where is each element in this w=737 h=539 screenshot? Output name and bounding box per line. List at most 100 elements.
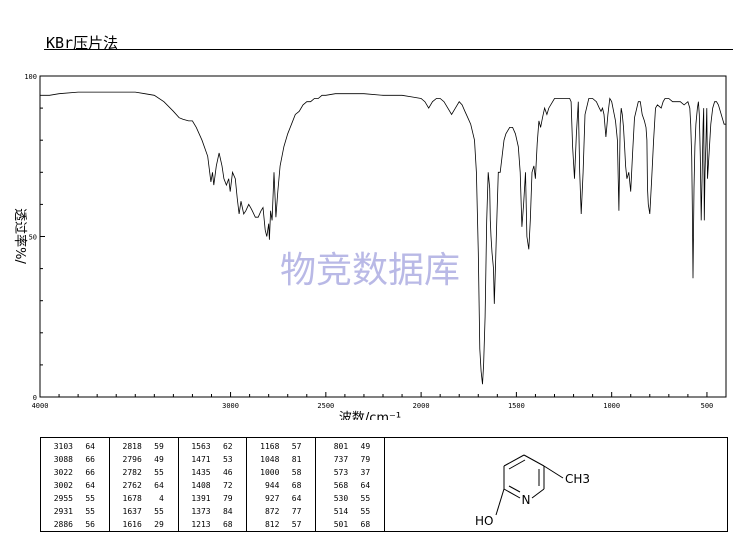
peak-row: 1563 62	[179, 440, 247, 453]
peak-transmittance: 68	[222, 520, 233, 529]
peak-wavenumber: 1000	[260, 468, 280, 477]
peak-row: 1048 81	[247, 453, 315, 466]
x-tick-label: 1000	[603, 402, 620, 410]
peak-transmittance: 55	[360, 507, 371, 516]
peak-row: 3103 64	[41, 440, 109, 453]
peak-row: 2886 56	[41, 518, 109, 531]
peak-wavenumber: 2818	[122, 442, 142, 451]
peak-transmittance: 46	[222, 468, 233, 477]
peak-transmittance: 64	[154, 481, 164, 490]
x-tick-label: 2500	[317, 402, 334, 410]
peak-row: 568 64	[316, 479, 384, 492]
y-tick-label: 100	[24, 73, 37, 81]
bond	[543, 465, 564, 479]
peak-wavenumber: 1563	[191, 442, 211, 451]
peak-transmittance: 72	[222, 481, 233, 490]
peak-row: 3022 66	[41, 466, 109, 479]
peak-transmittance: 49	[154, 455, 164, 464]
peak-wavenumber: 927	[264, 494, 280, 503]
x-tick-label: 500	[701, 402, 714, 410]
peak-row: 927 64	[247, 492, 315, 505]
peak-transmittance: 49	[360, 442, 371, 451]
bond	[531, 488, 545, 499]
peak-wavenumber: 501	[333, 520, 349, 529]
atom-n: N	[522, 493, 531, 507]
peak-wavenumber: 2886	[53, 520, 73, 529]
peak-wavenumber: 2931	[53, 507, 73, 516]
peak-transmittance: 81	[291, 455, 302, 464]
peak-transmittance: 68	[291, 481, 302, 490]
peak-row: 944 68	[247, 479, 315, 492]
peaks-column: 1168 57 1048 81 1000 58 944 68 927 64 872 77 812 57	[247, 438, 317, 531]
peak-row: 1168 57	[247, 440, 315, 453]
peak-transmittance: 57	[291, 520, 302, 529]
peak-transmittance: 57	[291, 442, 302, 451]
peak-row: 2818 59	[110, 440, 178, 453]
peak-wavenumber: 530	[333, 494, 349, 503]
peak-wavenumber: 1213	[191, 520, 211, 529]
peak-wavenumber: 1048	[260, 455, 280, 464]
peak-row: 514 55	[316, 505, 384, 518]
peak-wavenumber: 1168	[260, 442, 280, 451]
peak-row: 501 68	[316, 518, 384, 531]
peak-transmittance: 64	[291, 494, 302, 503]
peak-wavenumber: 1471	[191, 455, 211, 464]
title-rule	[44, 49, 733, 50]
peak-row: 3088 66	[41, 453, 109, 466]
peak-transmittance: 62	[222, 442, 233, 451]
peak-transmittance: 37	[360, 468, 371, 477]
structure-box: N CH3 HO	[384, 437, 728, 532]
peak-transmittance: 64	[360, 481, 371, 490]
molecule-structure: N CH3 HO	[475, 454, 590, 528]
peak-transmittance: 79	[222, 494, 233, 503]
peaks-column: 1563 62 1471 53 1435 46 1408 72 1391 79 1373 84 1213…	[179, 438, 248, 531]
peak-transmittance: 64	[85, 442, 95, 451]
peak-wavenumber: 3022	[53, 468, 73, 477]
watermark: 物竞数据库	[280, 250, 460, 291]
peak-transmittance: 58	[291, 468, 302, 477]
peak-wavenumber: 1637	[122, 507, 142, 516]
peak-row: 1000 58	[247, 466, 315, 479]
peak-wavenumber: 573	[333, 468, 349, 477]
peak-transmittance: 84	[222, 507, 233, 516]
axis-ticks: 4000 3000 2500 2000 1500 1000 500 0 50 100	[24, 73, 727, 410]
peak-wavenumber: 568	[333, 481, 349, 490]
peak-wavenumber: 944	[264, 481, 280, 490]
peak-transmittance: 55	[360, 494, 371, 503]
peak-row: 1373 84	[179, 505, 247, 518]
peaks-table: 3103 64 3088 66 3022 66 3002 64 29 55 55 2931 55 2886…	[40, 437, 385, 532]
y-axis-label: 透过率%/	[12, 208, 28, 264]
bond	[508, 485, 521, 493]
x-axis-label: 波数/cm⁻¹	[339, 411, 401, 420]
x-tick-label: 4000	[32, 402, 49, 410]
peak-transmittance: 55	[154, 468, 164, 477]
peak-wavenumber: 1391	[191, 494, 211, 503]
atom-ho: HO	[475, 514, 493, 528]
peak-row: 573 37	[316, 466, 384, 479]
peak-transmittance: 66	[85, 468, 95, 477]
peak-wavenumber: 3103	[53, 442, 73, 451]
peak-transmittance: 55	[85, 494, 95, 503]
peak-transmittance: 53	[222, 455, 233, 464]
bond	[523, 454, 545, 467]
peak-row: 1471 53	[179, 453, 247, 466]
peak-row: 801 49	[316, 440, 384, 453]
peak-wavenumber: 1408	[191, 481, 211, 490]
peak-wavenumber: 2782	[122, 468, 142, 477]
peak-wavenumber: 2762	[122, 481, 142, 490]
peak-transmittance: 59	[154, 442, 164, 451]
bond	[508, 459, 526, 470]
peak-wavenumber: 812	[264, 520, 280, 529]
x-tick-label: 2000	[413, 402, 430, 410]
peak-transmittance: 79	[360, 455, 371, 464]
peaks-column: 2818 59 2796 49 2782 55 2762 64 1678 4 1637 55 1616 2…	[110, 438, 179, 531]
peak-row: 3002 64	[41, 479, 109, 492]
peak-wavenumber: 1616	[122, 520, 142, 529]
bond	[503, 454, 525, 467]
peak-row: 872 77	[247, 505, 315, 518]
peak-transmittance: 29	[154, 520, 164, 529]
x-tick-label: 1500	[508, 402, 525, 410]
peak-row: 1435 46	[179, 466, 247, 479]
peak-transmittance: 55	[85, 507, 95, 516]
